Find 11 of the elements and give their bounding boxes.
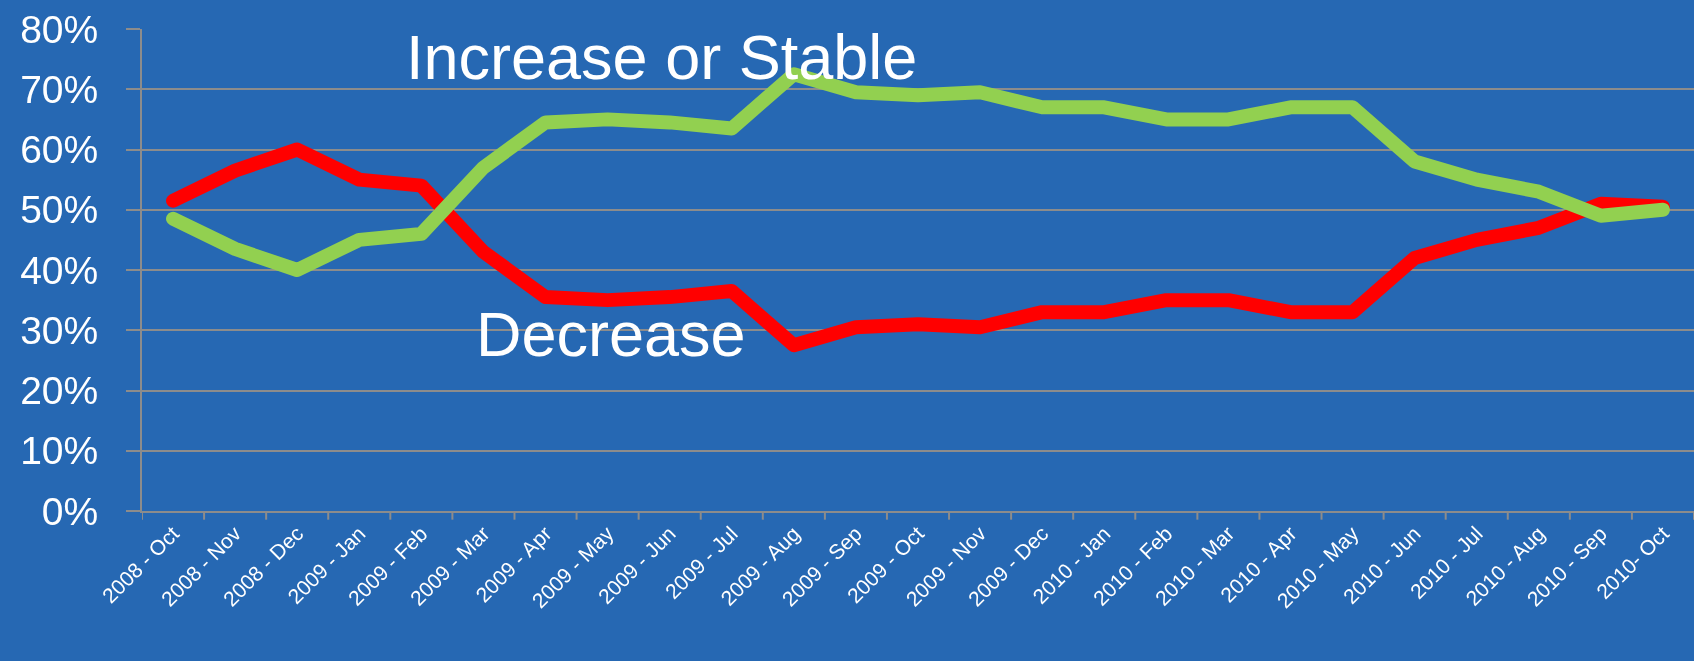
y-tick-label: 80% [20,7,99,51]
y-tick-label: 0% [41,489,99,533]
series-label: Increase or Stable [406,22,918,92]
y-tick-label: 20% [20,369,99,413]
y-tick-label: 60% [20,128,99,172]
series-label: Decrease [476,299,746,369]
y-tick-label: 70% [20,67,99,111]
y-tick-label: 30% [20,308,99,352]
y-tick-label: 50% [20,188,99,232]
y-tick-label: 40% [20,248,99,292]
y-tick-label: 10% [20,429,99,473]
